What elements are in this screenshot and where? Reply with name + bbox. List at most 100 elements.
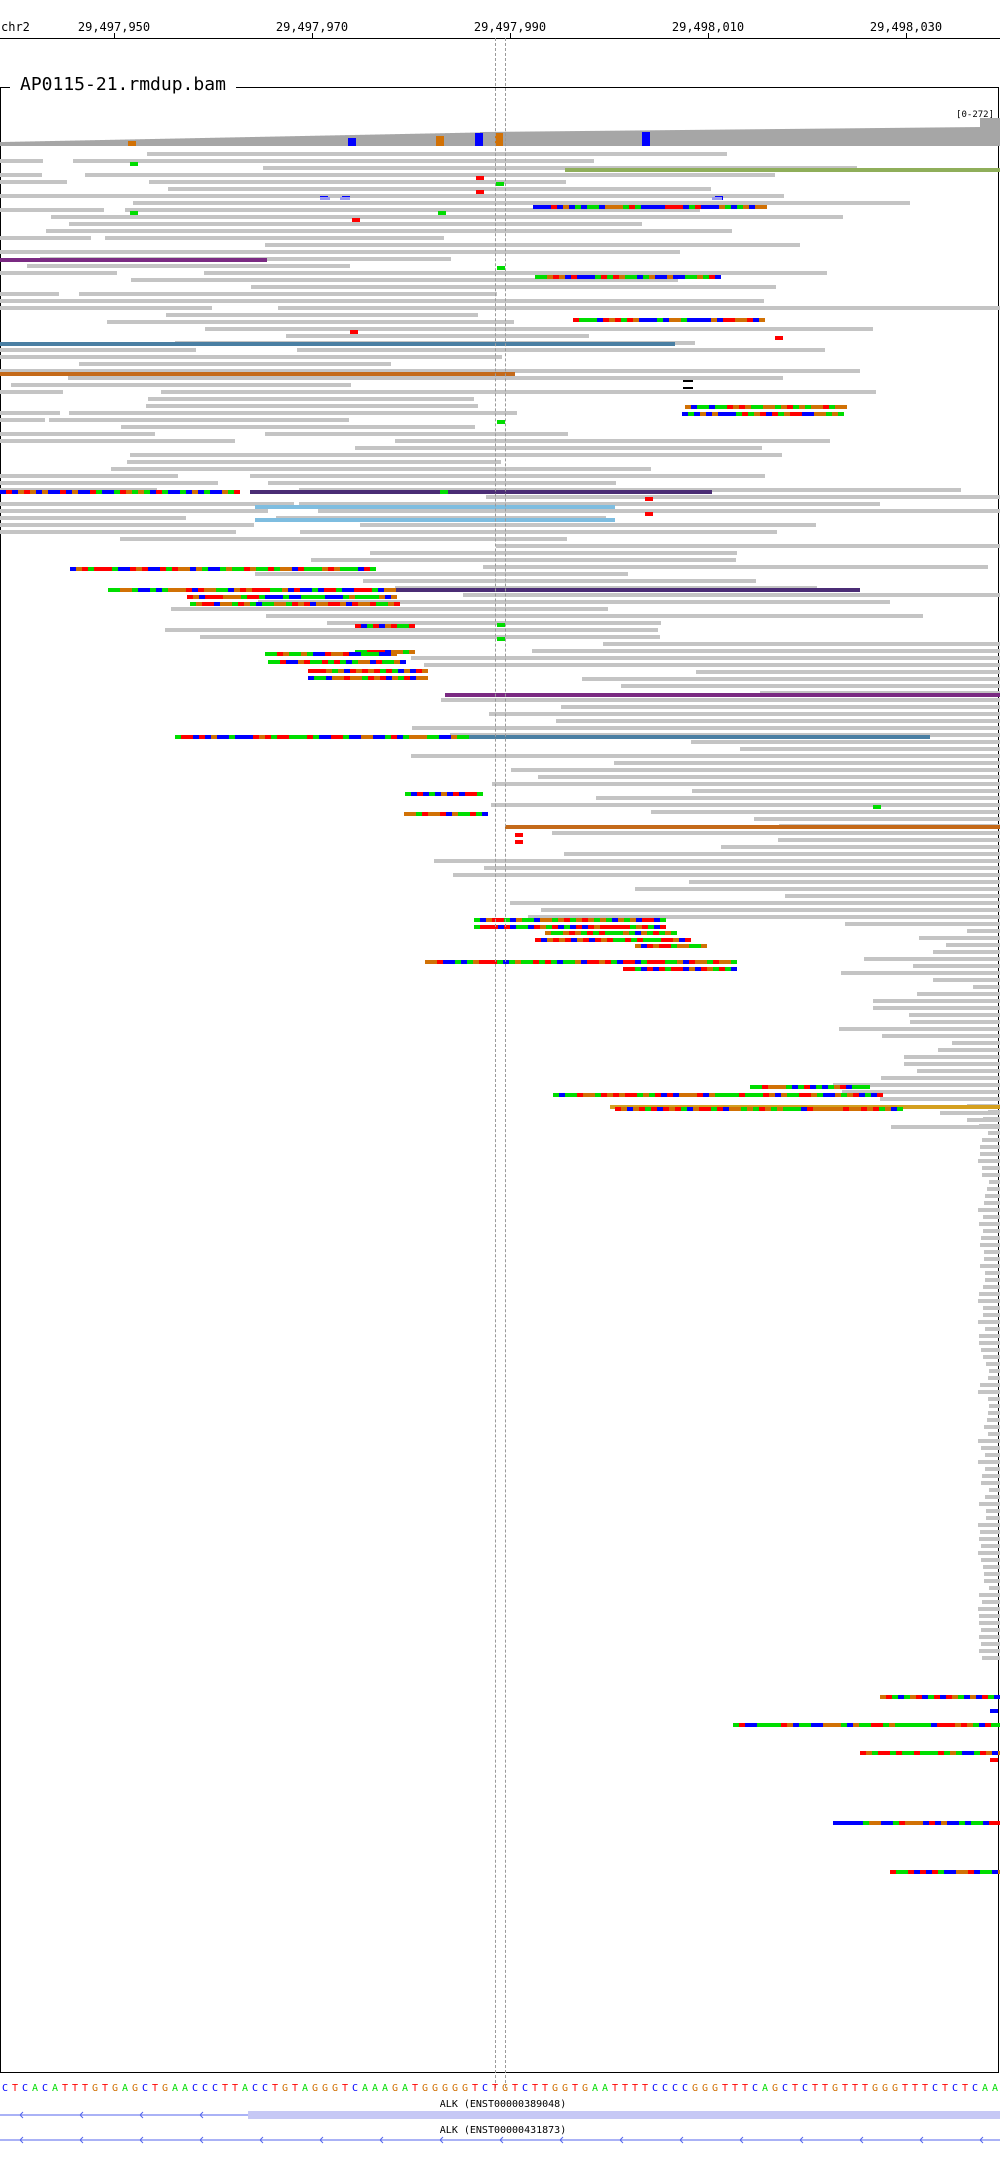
- read[interactable]: [441, 698, 1000, 702]
- read[interactable]: [0, 159, 43, 163]
- read[interactable]: [938, 1048, 1000, 1052]
- read[interactable]: [0, 530, 236, 534]
- read[interactable]: [917, 1069, 1000, 1073]
- read[interactable]: [985, 1495, 1000, 1499]
- read[interactable]: [978, 1551, 1000, 1555]
- read[interactable]: [984, 1257, 1000, 1261]
- read[interactable]: [111, 467, 651, 471]
- read[interactable]: [255, 572, 628, 576]
- read[interactable]: [979, 1593, 1000, 1597]
- read[interactable]: [0, 292, 59, 296]
- read[interactable]: [778, 838, 1000, 842]
- read[interactable]: [979, 1621, 1000, 1625]
- read[interactable]: [0, 250, 215, 254]
- read[interactable]: [978, 1523, 1000, 1527]
- read[interactable]: [984, 1579, 1000, 1583]
- read[interactable]: [286, 334, 589, 338]
- read[interactable]: [492, 782, 1000, 786]
- read[interactable]: [985, 1194, 1000, 1198]
- read[interactable]: [983, 1355, 1000, 1359]
- read[interactable]: [146, 404, 478, 408]
- read[interactable]: [79, 362, 391, 366]
- read[interactable]: [51, 215, 843, 219]
- read[interactable]: [740, 747, 1000, 751]
- read[interactable]: [200, 635, 660, 639]
- read[interactable]: [982, 1474, 1000, 1478]
- read[interactable]: [984, 1250, 1000, 1254]
- read[interactable]: [979, 1334, 1000, 1338]
- track-title[interactable]: AP0115-21.rmdup.bam: [20, 74, 226, 95]
- read[interactable]: [268, 481, 616, 485]
- read[interactable]: [978, 1439, 1000, 1443]
- read[interactable]: [981, 1446, 1000, 1450]
- read[interactable]: [69, 222, 642, 226]
- read[interactable]: [873, 1006, 1000, 1010]
- read[interactable]: [983, 1285, 1000, 1289]
- read[interactable]: [0, 516, 186, 520]
- read[interactable]: [424, 663, 1000, 667]
- read[interactable]: [370, 551, 737, 555]
- read[interactable]: [692, 789, 1000, 793]
- read[interactable]: [979, 1635, 1000, 1639]
- read[interactable]: [212, 369, 860, 373]
- read[interactable]: [986, 1516, 1000, 1520]
- read[interactable]: [981, 1481, 1000, 1485]
- read[interactable]: [989, 1488, 1000, 1492]
- read[interactable]: [651, 810, 1000, 814]
- read[interactable]: [49, 418, 349, 422]
- read[interactable]: [988, 1131, 1000, 1135]
- read[interactable]: [300, 530, 777, 534]
- read[interactable]: [453, 873, 1000, 877]
- read[interactable]: [0, 509, 268, 513]
- read[interactable]: [979, 1537, 1000, 1541]
- read[interactable]: [845, 922, 1000, 926]
- read[interactable]: [983, 1313, 1000, 1317]
- read[interactable]: [299, 502, 880, 506]
- read[interactable]: [909, 1013, 1000, 1017]
- read[interactable]: [538, 775, 1000, 779]
- read[interactable]: [979, 1124, 1000, 1128]
- read[interactable]: [980, 1152, 1000, 1156]
- read[interactable]: [864, 957, 1000, 961]
- read[interactable]: [983, 1306, 1000, 1310]
- read[interactable]: [133, 201, 910, 205]
- read[interactable]: [127, 460, 501, 464]
- read[interactable]: [978, 1299, 1000, 1303]
- read[interactable]: [363, 579, 756, 583]
- read[interactable]: [0, 348, 196, 352]
- read[interactable]: [841, 971, 1000, 975]
- read[interactable]: [985, 1271, 1000, 1275]
- read[interactable]: [982, 1138, 1000, 1142]
- read[interactable]: [978, 1208, 1000, 1212]
- read[interactable]: [165, 628, 658, 632]
- read[interactable]: [0, 411, 60, 415]
- read[interactable]: [985, 1278, 1000, 1282]
- read[interactable]: [981, 1544, 1000, 1548]
- read[interactable]: [0, 418, 45, 422]
- gene-track[interactable]: [0, 2100, 1000, 2164]
- read[interactable]: [952, 1041, 1000, 1045]
- read[interactable]: [979, 1649, 1000, 1653]
- read[interactable]: [105, 236, 444, 240]
- read[interactable]: [891, 1125, 1000, 1129]
- read[interactable]: [250, 474, 765, 478]
- read[interactable]: [978, 1320, 1000, 1324]
- read[interactable]: [881, 1076, 1000, 1080]
- read[interactable]: [987, 1418, 1000, 1422]
- read[interactable]: [541, 908, 1000, 912]
- read[interactable]: [989, 1369, 1000, 1373]
- read[interactable]: [327, 621, 661, 625]
- read[interactable]: [130, 453, 782, 457]
- read[interactable]: [983, 1229, 1000, 1233]
- read[interactable]: [985, 1453, 1000, 1457]
- read[interactable]: [484, 866, 1000, 870]
- read[interactable]: [621, 684, 1000, 688]
- read[interactable]: [689, 880, 1000, 884]
- read[interactable]: [904, 1055, 1000, 1059]
- read[interactable]: [979, 1292, 1000, 1296]
- read[interactable]: [691, 740, 1000, 744]
- read[interactable]: [988, 1376, 1000, 1380]
- read[interactable]: [984, 1201, 1000, 1205]
- read[interactable]: [988, 1432, 1000, 1436]
- read[interactable]: [0, 180, 67, 184]
